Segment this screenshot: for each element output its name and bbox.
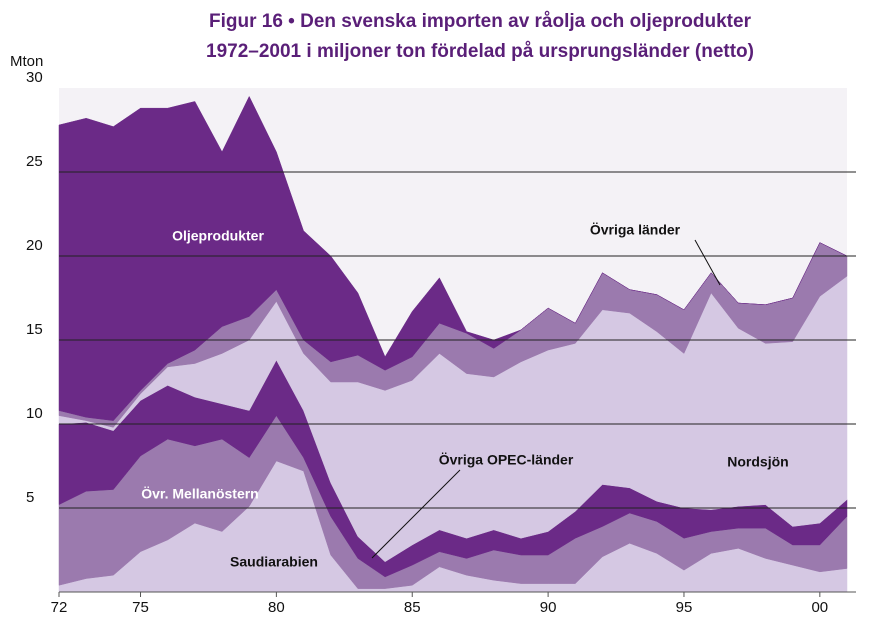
chart-title: Figur 16 • Den svenska importen av råolj…	[209, 11, 752, 32]
area	[58, 95, 848, 421]
x-tick-label: 80	[268, 599, 285, 616]
x-tick-label: 00	[811, 599, 828, 616]
leader-line	[694, 239, 721, 286]
y-tick-label: 15	[26, 321, 43, 338]
y-tick-label: 5	[26, 489, 34, 506]
leader-line	[371, 469, 461, 559]
x-tick-label: 95	[676, 599, 693, 616]
y-tick-label: 10	[26, 405, 43, 422]
x-tick-label: 90	[540, 599, 557, 616]
series-label: Övr. Mellanöstern	[141, 486, 258, 502]
series-label: Saudiarabien	[230, 554, 318, 570]
series-label: Oljeprodukter	[172, 228, 264, 244]
x-tick-label: 85	[404, 599, 421, 616]
y-tick-label: 25	[26, 153, 43, 170]
y-axis-label: Mton	[10, 53, 43, 70]
series-label: Nordsjön	[727, 454, 788, 470]
chart-title: 1972–2001 i miljoner ton fördelad på urs…	[206, 41, 754, 62]
series-label: Övriga OPEC-länder	[439, 452, 574, 468]
series-label: Övriga länder	[590, 222, 681, 238]
x-tick-label: 72	[51, 599, 68, 616]
y-tick-label: 20	[26, 237, 43, 254]
y-tick-label: 30	[26, 69, 43, 86]
x-tick-label: 75	[132, 599, 149, 616]
